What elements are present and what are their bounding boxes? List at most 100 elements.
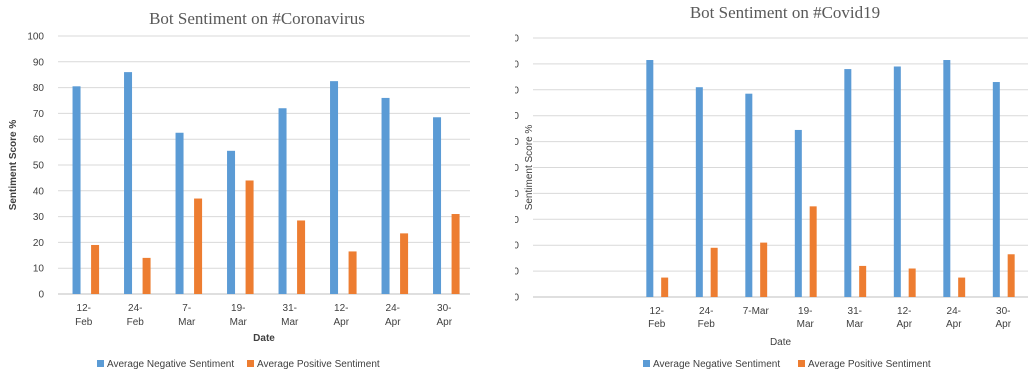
coronavirus-bar-negative [72,86,81,294]
covid19-bar-positive [958,277,966,297]
covid19-x-tick-label: Feb [648,319,666,330]
coronavirus-x-tick-label: Feb [75,317,93,328]
coronavirus-bar-positive [348,251,357,294]
coronavirus-x-tick-label: 12- [77,303,91,314]
coronavirus-x-tick-label: Apr [436,317,452,328]
covid19-x-tick-label: Apr [896,319,912,330]
coronavirus-y-tick-label: 80 [33,83,45,94]
coronavirus-y-tick-label: 30 [33,212,45,223]
covid19-legend-label: Average Positive Sentiment [808,359,931,370]
coronavirus-x-tick-label: 12- [334,303,348,314]
coronavirus-x-tick-label: 24- [128,303,142,314]
covid19-legend-swatch [643,360,650,367]
chart-coronavirus-svg: Bot Sentiment on #Coronavirus 0 10 20 30 40 50… [8,9,470,370]
coronavirus-legend-label: Average Positive Sentiment [257,359,380,370]
covid19-y-tick-label: 10 [515,267,519,278]
covid19-bar-positive [760,242,768,297]
coronavirus-bar-negative [433,117,442,295]
covid19-y-axis-label: Sentiment Score % [524,125,535,211]
coronavirus-bar-negative [124,72,133,295]
covid19-y-tick-label: 70 [515,111,519,122]
covid19-bar-negative [943,60,951,297]
chart-covid19-svg: Bot Sentiment on #Covid19 0 10 20 30 40 50 60 70… [515,3,1028,370]
covid19-x-tick-label: 24- [699,306,713,317]
coronavirus-bar-positive [451,214,460,294]
covid19-bar-positive [809,206,817,297]
coronavirus-x-tick-label: 30- [437,303,451,314]
covid19-y-tick-label: 0 [515,293,519,304]
covid19-x-tick-label: 24- [947,306,961,317]
chart-covid19: Bot Sentiment on #Covid19 0 10 20 30 40 50 60 70… [515,0,1030,380]
covid19-x-tick-label: Mar [846,319,864,330]
coronavirus-legend-swatch [247,360,254,367]
covid19-bar-negative [695,87,703,298]
covid19-bar-positive [908,268,916,297]
coronavirus-bar-negative [175,132,184,294]
covid19-bar-negative [745,93,753,297]
coronavirus-bar-positive [91,244,100,294]
covid19-bar-positive [859,265,867,297]
coronavirus-bar-negative [278,108,287,295]
coronavirus-bar-positive [297,220,306,294]
covid19-x-tick-label: 12- [650,306,664,317]
chart-coronavirus: Bot Sentiment on #Coronavirus 0 10 20 30 40 50… [8,9,470,370]
covid19-x-tick-label: 31- [848,306,862,317]
coronavirus-x-tick-label: 31- [283,303,297,314]
covid19-y-tick-label: 80 [515,85,519,96]
coronavirus-x-axis-label: Date [253,333,275,344]
covid19-bar-positive [710,247,718,297]
covid19-y-tick-label: 30 [515,215,519,226]
covid19-bar-negative [844,69,852,297]
coronavirus-bar-negative [330,81,339,295]
coronavirus-x-tick-label: Mar [281,317,299,328]
coronavirus-bar-positive [400,233,409,294]
covid19-x-tick-label: 7-Mar [743,306,770,317]
coronavirus-legend-swatch [97,360,104,367]
coronavirus-bar-positive [245,180,254,294]
covid19-bar-positive [661,277,669,297]
coronavirus-y-axis-label: Sentiment Score % [8,120,19,211]
coronavirus-legend-label: Average Negative Sentiment [107,359,234,370]
covid19-x-tick-label: Apr [995,319,1011,330]
coronavirus-x-tick-label: Feb [127,317,145,328]
coronavirus-y-tick-label: 20 [33,238,45,249]
covid19-y-tick-label: 100 [515,34,519,45]
covid19-bar-positive [1007,254,1015,297]
coronavirus-bar-negative [227,150,236,294]
covid19-legend-label: Average Negative Sentiment [653,359,780,370]
covid19-x-tick-label: Mar [797,319,815,330]
covid19-x-tick-label: 19- [798,306,812,317]
covid19-y-tick-label: 90 [515,59,519,70]
covid19-x-tick-label: Apr [946,319,962,330]
covid19-x-axis-label: Date [770,337,792,348]
coronavirus-bar-positive [142,257,151,294]
covid19-y-tick-label: 60 [515,137,519,148]
covid19-y-tick-label: 50 [515,163,519,174]
coronavirus-y-tick-label: 100 [27,32,44,43]
coronavirus-y-tick-label: 0 [38,290,44,301]
coronavirus-x-tick-label: Mar [178,317,196,328]
coronavirus-x-tick-label: 19- [231,303,245,314]
coronavirus-x-tick-label: Apr [333,317,349,328]
coronavirus-title: Bot Sentiment on #Coronavirus [149,9,365,28]
coronavirus-x-tick-label: Apr [385,317,401,328]
covid19-bar-negative [893,66,901,298]
coronavirus-y-tick-label: 50 [33,161,45,172]
coronavirus-y-tick-label: 10 [33,264,45,275]
coronavirus-bar-negative [381,97,390,294]
coronavirus-x-tick-label: 7- [182,303,191,314]
coronavirus-y-tick-label: 70 [33,109,45,120]
covid19-bar-negative [992,82,1000,297]
covid19-x-tick-label: 30- [996,306,1010,317]
covid19-x-tick-label: Feb [698,319,716,330]
covid19-bar-negative [794,129,802,297]
covid19-y-tick-label: 20 [515,241,519,252]
covid19-legend-swatch [798,360,805,367]
covid19-bar-negative [646,60,654,297]
coronavirus-y-tick-label: 90 [33,57,45,68]
coronavirus-x-tick-label: 24- [386,303,400,314]
covid19-title: Bot Sentiment on #Covid19 [690,3,880,22]
coronavirus-bar-positive [194,198,203,294]
coronavirus-y-tick-label: 60 [33,135,45,146]
coronavirus-x-tick-label: Mar [230,317,248,328]
